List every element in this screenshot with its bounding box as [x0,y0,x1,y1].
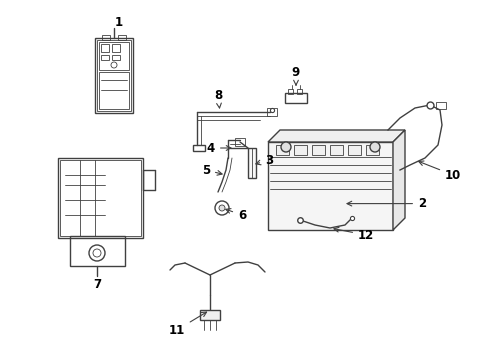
Text: 6: 6 [225,208,246,221]
Text: 2: 2 [346,197,425,210]
Bar [329,145,342,155]
Bar [102,35,110,40]
Bar [101,55,109,60]
Bar [347,145,360,155]
Bar [118,35,126,40]
Bar [285,93,306,103]
Bar [267,142,392,230]
Text: 10: 10 [418,161,460,181]
Polygon shape [267,130,404,142]
Bar [58,158,142,238]
Polygon shape [392,130,404,230]
Text: 7: 7 [93,279,101,292]
Text: 11: 11 [168,312,206,337]
Bar [70,236,125,266]
Bar [247,148,256,178]
Bar [435,102,445,109]
Circle shape [369,142,379,152]
Bar [99,72,129,109]
Bar [200,310,220,320]
Bar [275,145,288,155]
Bar [266,108,276,116]
Text: 3: 3 [255,153,273,166]
Text: 9: 9 [291,66,300,85]
Bar [296,89,302,94]
Text: 8: 8 [213,89,222,108]
Bar [235,138,244,146]
Bar [60,160,141,236]
Text: 5: 5 [202,163,222,176]
Bar [293,145,306,155]
Bar [112,44,120,52]
Circle shape [219,205,224,211]
Bar [101,44,109,52]
Bar [287,89,292,94]
Text: 12: 12 [333,228,373,242]
Bar [112,55,120,60]
Bar [97,40,131,111]
Bar [99,42,129,70]
Text: 1: 1 [115,15,123,28]
Bar [193,145,204,151]
Circle shape [281,142,290,152]
Bar [365,145,378,155]
Bar [95,38,133,113]
Bar [311,145,325,155]
Text: 4: 4 [206,141,230,154]
